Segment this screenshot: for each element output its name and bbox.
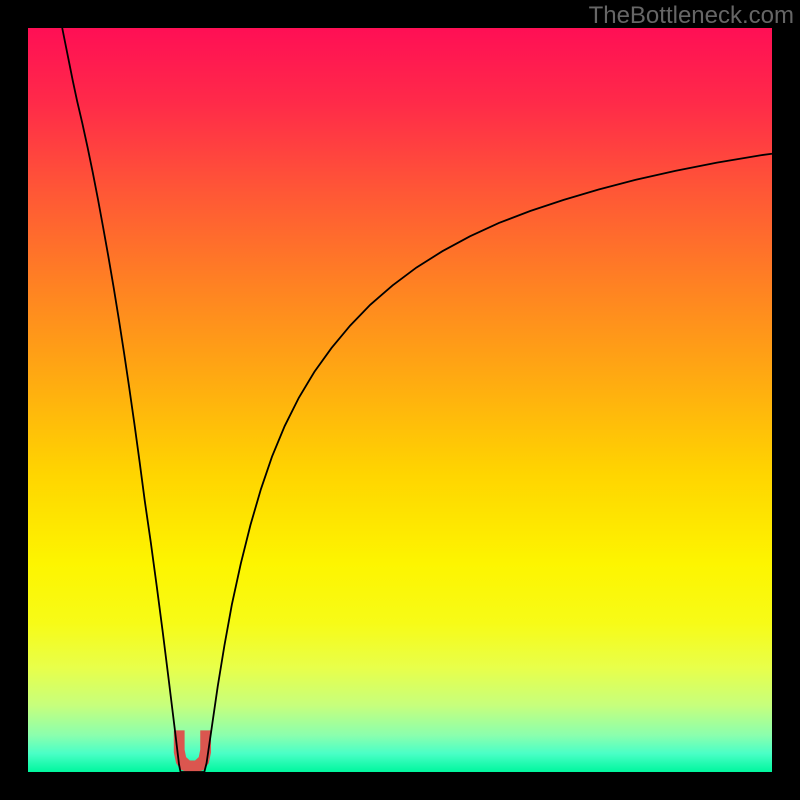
attribution-watermark: TheBottleneck.com <box>589 2 794 30</box>
frame-bottom <box>0 772 800 800</box>
frame-left <box>0 0 28 800</box>
background-gradient <box>28 28 772 772</box>
chart-container: TheBottleneck.com <box>0 0 800 800</box>
chart-svg <box>0 0 800 800</box>
frame-right <box>772 0 800 800</box>
